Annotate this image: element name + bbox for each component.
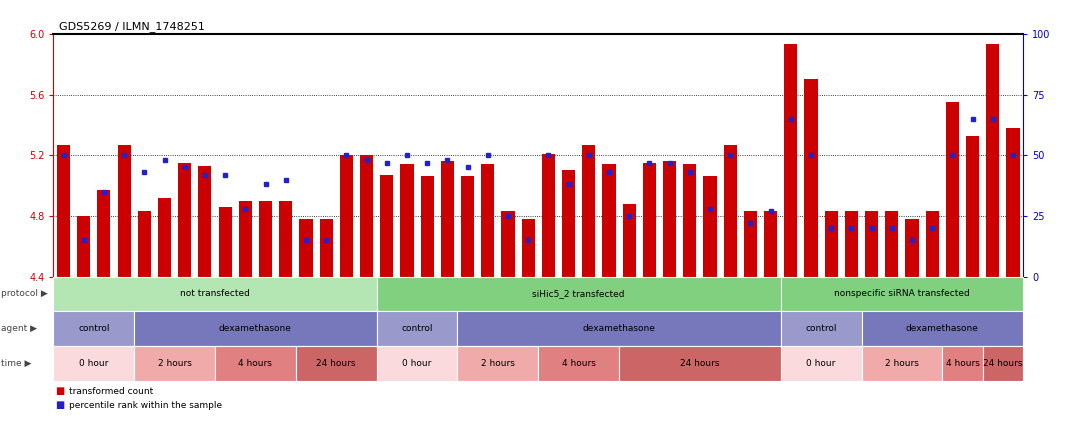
Bar (906, 219, 918, 277)
Bar (764, 212, 778, 277)
Text: protocol ▶: protocol ▶ (1, 289, 48, 299)
Bar (219, 207, 232, 277)
Bar (804, 80, 818, 277)
Text: control: control (805, 324, 837, 333)
Bar (340, 155, 352, 277)
Bar (138, 212, 151, 277)
Bar (199, 166, 211, 277)
Bar (643, 163, 656, 277)
Bar (1006, 128, 1020, 277)
Bar (865, 212, 878, 277)
Text: percentile rank within the sample: percentile rank within the sample (69, 401, 222, 410)
Text: transformed count: transformed count (69, 387, 154, 396)
Bar (400, 165, 413, 277)
Bar (602, 165, 615, 277)
Bar (482, 165, 494, 277)
Bar (178, 163, 191, 277)
Text: 0 hour: 0 hour (79, 359, 109, 368)
Bar (684, 165, 696, 277)
Bar (824, 212, 837, 277)
Bar (158, 198, 171, 277)
Bar (421, 176, 434, 277)
Bar (461, 176, 474, 277)
Bar (784, 44, 798, 277)
Text: dexamethasone: dexamethasone (583, 324, 656, 333)
Bar (926, 212, 939, 277)
Bar (97, 190, 110, 277)
Bar (501, 212, 515, 277)
Bar (380, 175, 393, 277)
Text: 4 hours: 4 hours (562, 359, 596, 368)
Bar (885, 212, 898, 277)
Bar (360, 155, 373, 277)
Bar (986, 44, 1000, 277)
Bar (239, 201, 252, 277)
Bar (57, 145, 70, 277)
Text: 2 hours: 2 hours (481, 359, 515, 368)
Bar (299, 219, 313, 277)
Text: dexamethasone: dexamethasone (219, 324, 292, 333)
Bar (845, 212, 858, 277)
Text: 24 hours: 24 hours (316, 359, 356, 368)
Bar (441, 161, 454, 277)
Bar (319, 219, 333, 277)
Text: not transfected: not transfected (180, 289, 250, 299)
Bar (967, 135, 979, 277)
Bar (582, 145, 595, 277)
Bar (663, 161, 676, 277)
Text: 24 hours: 24 hours (984, 359, 1023, 368)
Text: 4 hours: 4 hours (945, 359, 979, 368)
Text: 0 hour: 0 hour (806, 359, 836, 368)
Text: dexamethasone: dexamethasone (906, 324, 978, 333)
Text: siHic5_2 transfected: siHic5_2 transfected (533, 289, 625, 299)
Text: 2 hours: 2 hours (885, 359, 918, 368)
Text: 2 hours: 2 hours (158, 359, 191, 368)
Text: 4 hours: 4 hours (238, 359, 272, 368)
Bar (623, 204, 635, 277)
Text: 0 hour: 0 hour (403, 359, 431, 368)
Bar (724, 145, 737, 277)
Bar (743, 212, 757, 277)
Bar (279, 201, 293, 277)
Text: ■: ■ (56, 386, 65, 396)
Text: GDS5269 / ILMN_1748251: GDS5269 / ILMN_1748251 (59, 21, 205, 32)
Text: agent ▶: agent ▶ (1, 324, 37, 333)
Text: control: control (78, 324, 110, 333)
Text: nonspecific siRNA transfected: nonspecific siRNA transfected (834, 289, 970, 299)
Text: control: control (402, 324, 433, 333)
Text: time ▶: time ▶ (1, 359, 31, 368)
Text: ■: ■ (56, 400, 65, 410)
Bar (77, 216, 91, 277)
Bar (562, 170, 576, 277)
Bar (521, 219, 535, 277)
Bar (704, 176, 717, 277)
Bar (117, 145, 130, 277)
Text: 24 hours: 24 hours (680, 359, 720, 368)
Bar (541, 154, 555, 277)
Bar (258, 201, 272, 277)
Bar (946, 102, 959, 277)
